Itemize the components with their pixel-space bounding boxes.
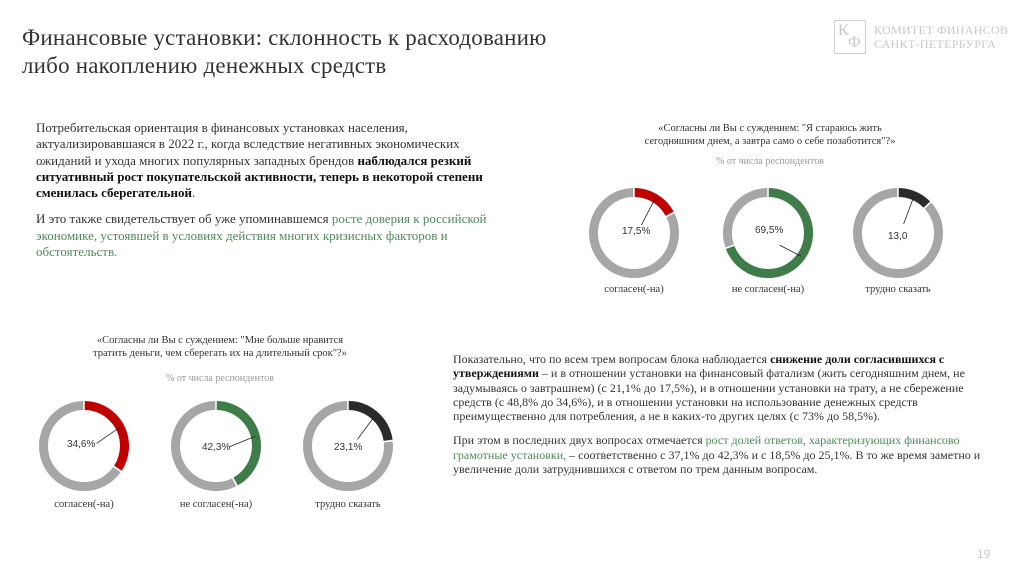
logo-letter-k: К [838,22,849,39]
chart2-donut-agree [36,398,132,494]
summary-p1-rest: – и в отношении установки на финансовый … [453,366,965,424]
page-title: Финансовые установки: склонность к расхо… [22,24,722,80]
chart2-value-disagree: 42,3% [202,442,231,453]
intro-p1-text: Потребительская ориентация в финансовых … [36,120,460,168]
title-line-1: Финансовые установки: склонность к расхо… [22,25,547,50]
intro-text: Потребительская ориентация в финансовых … [36,120,496,270]
chart2-value-hard: 23,1% [334,442,363,453]
chart1-label-hard: трудно сказать [865,284,931,295]
logo-text: КОМИТЕТ ФИНАНСОВ САНКТ-ПЕТЕРБУРГА [874,23,1008,51]
summary-p2-text: При этом в последних двух вопросах отмеч… [453,433,706,448]
title-line-2: либо накоплению денежных средств [22,53,387,78]
chart1-value-disagree: 69,5% [755,225,784,236]
intro-paragraph-1: Потребительская ориентация в финансовых … [36,120,496,201]
chart1-value-hard: 13,0 [888,231,908,242]
chart1-subtitle: % от числа респондентов [716,156,824,167]
chart2-question-line2: тратить деньги, чем сберегать их на длит… [93,348,347,359]
summary-p1-text: Показательно, что по всем трем вопросам … [453,352,771,366]
summary-p2-rest: – соответственно с 37,1% до 42,3% и с 18… [453,447,981,477]
intro-p1-bold: наблюдался резкий ситуативный рост покуп… [36,152,483,201]
chart1-question-line1: «Согласны ли Вы с суждением: "Я стараюсь… [658,123,882,134]
chart1-donut-agree [586,185,682,281]
chart2-donut-hard [300,398,396,494]
summary-text: Показательно, что по всем трем вопросам … [453,352,993,486]
chart2-label-disagree: не согласен(-на) [179,499,253,510]
summary-paragraph-2: При этом в последних двух вопросах отмеч… [453,433,993,476]
chart2-label-hard: трудно сказать [315,499,381,510]
chart1-donut-hard [850,185,946,281]
committee-logo: К Ф КОМИТЕТ ФИНАНСОВ САНКТ-ПЕТЕРБУРГА [834,20,1008,54]
intro-p1-end: . [191,185,196,201]
intro-paragraph-2: И это также свидетельствует об уже упоми… [36,211,496,260]
summary-paragraph-1: Показательно, что по всем трем вопросам … [453,352,993,423]
page-number: 19 [977,547,991,561]
chart1-question-line2: сегодняшним днем, а завтра само о себе п… [644,136,896,147]
chart2-question: «Согласны ли Вы с суждением: "Мне больше… [30,334,410,360]
chart1-question: «Согласны ли Вы с суждением: "Я стараюсь… [580,122,960,148]
intro-p2-green: росте доверия к российской экономике, ус… [36,211,487,260]
chart2-value-agree: 34,6% [67,439,96,450]
logo-letter-f: Ф [848,34,861,51]
chart2-subtitle: % от числа респондентов [166,373,274,384]
chart1-label-disagree: не согласен(-на) [731,284,805,295]
chart1-value-agree: 17,5% [622,226,651,237]
chart1-donut-disagree [720,185,816,281]
chart1-label-agree: согласен(-на) [604,284,664,295]
chart2-question-line1: «Согласны ли Вы с суждением: "Мне больше… [96,335,344,346]
logo-line-2: САНКТ-ПЕТЕРБУРГА [874,37,997,51]
chart2-label-agree: согласен(-на) [54,499,114,510]
logo-line-1: КОМИТЕТ ФИНАНСОВ [874,23,1009,37]
summary-p1-bold: снижение доли согласившихся с утверждени… [453,352,945,381]
summary-p2-green: рост долей ответов, характеризующих фина… [453,433,960,462]
chart2-donut-disagree [168,398,264,494]
intro-p2-text: И это также свидетельствует об уже упоми… [36,211,332,227]
logo-mark-icon: К Ф [834,20,866,54]
